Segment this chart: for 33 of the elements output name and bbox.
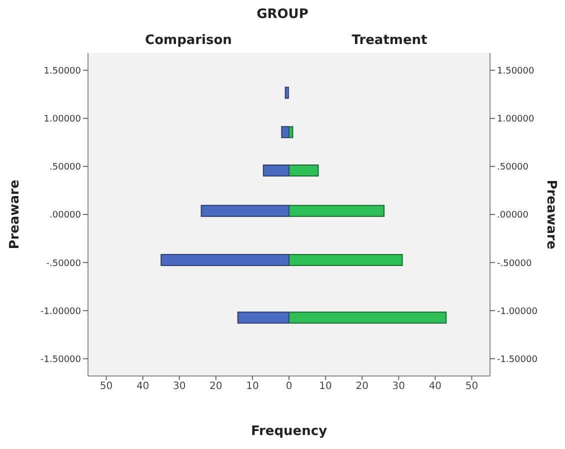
y-tick-label: -1.00000 <box>497 306 538 317</box>
x-tick-label: 50 <box>465 381 478 392</box>
y-tick-label: .50000 <box>50 162 82 173</box>
y-tick-label: 1.50000 <box>497 66 534 76</box>
x-tick-label: 20 <box>210 381 222 392</box>
y-tick-label: -1.00000 <box>40 306 82 317</box>
x-tick-label: 40 <box>428 381 442 392</box>
x-tick-label: 10 <box>319 381 332 392</box>
y-tick-label: .00000 <box>50 210 82 221</box>
x-axis-title: Frequency <box>250 424 328 439</box>
y-tick-label: .50000 <box>497 162 529 173</box>
text: GROUP <box>256 7 310 22</box>
bar <box>284 86 289 99</box>
y-tick-label: .00000 <box>497 210 529 221</box>
y-tick-label: -1.50000 <box>497 354 538 365</box>
x-tick-label: 20 <box>356 381 368 392</box>
y-tick-label: 1.50000 <box>44 66 82 76</box>
y-axis-title: Preaware <box>543 180 558 250</box>
x-tick-label: 50 <box>100 381 113 392</box>
x-tick-label: 30 <box>392 381 406 392</box>
bar <box>237 312 289 324</box>
y-tick-label: 1.00000 <box>497 114 534 125</box>
x-tick-label: 30 <box>172 381 186 392</box>
x-tick-label: 10 <box>246 381 259 392</box>
y-tick-label: -.50000 <box>497 258 532 269</box>
chart-title: Comparison <box>144 33 233 48</box>
y-tick-label: 1.00000 <box>44 114 82 125</box>
y-tick-label: -.50000 <box>46 258 82 269</box>
x-tick-label: 40 <box>136 381 150 392</box>
y-axis-title: Preaware <box>8 180 23 250</box>
y-tick-label: -1.50000 <box>40 354 82 365</box>
chart-title: Treatment <box>350 33 428 48</box>
x-tick-label: 0 <box>286 381 292 392</box>
